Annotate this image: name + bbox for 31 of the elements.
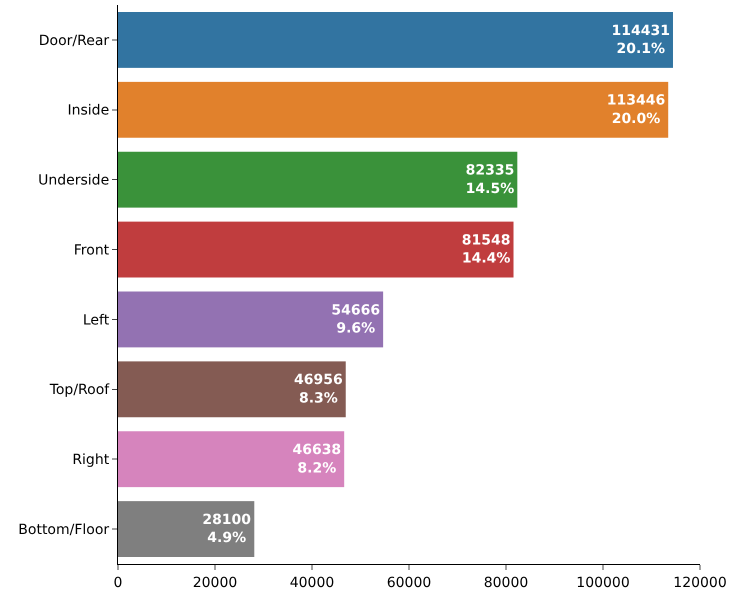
data-label: 54666 9.6% [331,302,380,337]
y-tick-label: Right [72,452,110,468]
y-tick-label: Door/Rear [38,32,110,49]
x-tick-label: 20000 [192,574,238,591]
y-tick-label: Bottom/Floor [18,522,110,538]
data-label: 46638 8.2% [292,442,342,476]
bar [118,222,514,278]
bar [118,361,346,418]
bar [118,152,518,208]
data-label: 113446 20.0% [606,92,666,127]
bar [118,291,384,348]
bar [118,82,668,138]
bar [118,12,673,68]
x-tick-label: 40000 [290,574,334,591]
y-tick-label: Front [74,242,110,258]
data-label: 28100 4.9% [202,512,252,546]
x-tick-label: 0 [114,574,122,591]
x-tick-label: 100000 [576,574,630,591]
y-tick-label: Top/Roof [48,382,110,398]
bar [118,501,254,558]
y-tick-label: Inside [68,102,110,119]
bar [118,431,344,488]
x-tick-label: 60000 [386,574,432,591]
y-tick-label: Underside [38,172,110,189]
data-label: 81548 14.4% [462,232,511,267]
data-label: 46956 8.3% [294,372,343,406]
x-tick-label: 80000 [484,574,528,591]
data-label: 114431 20.1% [612,22,670,58]
data-label: 82335 14.5% [466,162,514,197]
x-tick-label: 120000 [673,574,727,591]
y-tick-label: Left [82,312,110,328]
